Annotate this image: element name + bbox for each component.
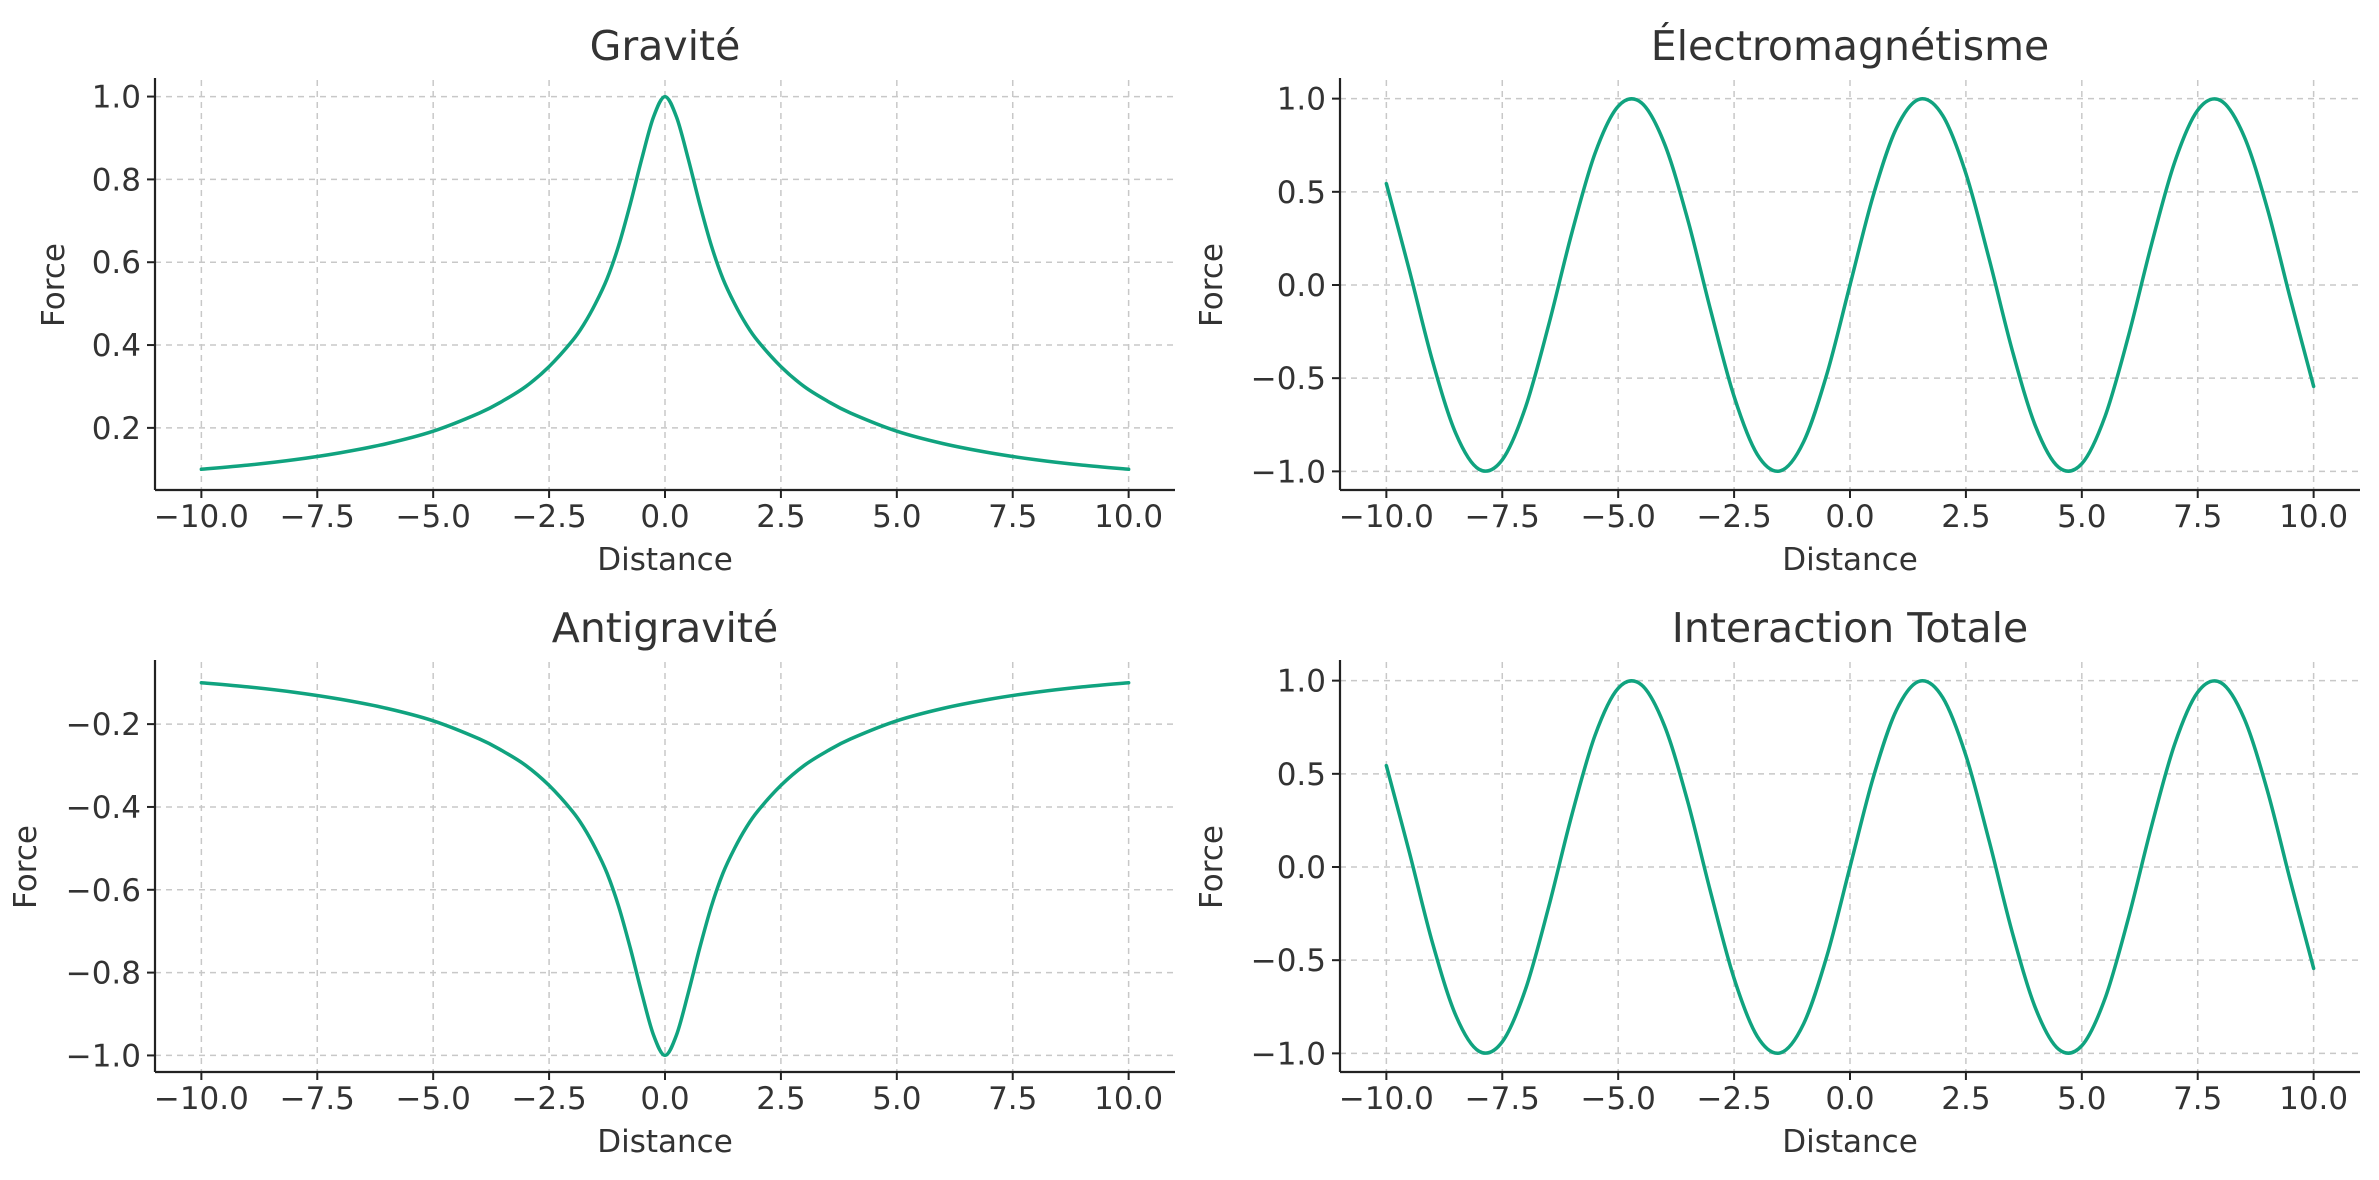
- y-axis-label: Force: [1194, 825, 1230, 909]
- x-tick-label: 5.0: [872, 499, 921, 535]
- x-tick-label: 0.0: [640, 499, 689, 535]
- x-tick-label: −2.5: [511, 499, 586, 535]
- x-tick-label: 5.0: [872, 1081, 921, 1117]
- y-tick-label: 0.6: [92, 245, 141, 281]
- series-line: [199, 680, 1131, 1058]
- x-tick-label: 5.0: [2057, 499, 2106, 535]
- y-tick-label: −0.5: [1251, 943, 1326, 979]
- y-axis-label: Force: [1194, 243, 1230, 327]
- x-tick-label: −10.0: [1339, 499, 1434, 535]
- x-tick-label: 10.0: [2279, 1081, 2348, 1117]
- grid-lines: [155, 80, 1175, 490]
- x-tick-label: −5.0: [396, 1081, 471, 1117]
- y-tick-label: 0.0: [1277, 268, 1326, 304]
- x-tick-label: −10.0: [154, 1081, 249, 1117]
- grid-lines: [155, 662, 1175, 1072]
- y-tick-label: 1.0: [1277, 664, 1326, 700]
- x-tick-label: −5.0: [1581, 499, 1656, 535]
- y-tick-label: −0.2: [66, 707, 141, 743]
- tick-marks: −10.0 −7.5 −5.0 −2.5 0.0 2.5 5.0 7.5 10.0 −1.0 −0.…: [1251, 82, 2348, 535]
- x-tick-label: −7.5: [280, 499, 355, 535]
- y-tick-label: −1.0: [1251, 454, 1326, 490]
- series-line: [1384, 97, 2316, 473]
- x-tick-label: −5.0: [396, 499, 471, 535]
- x-tick-label: 2.5: [1941, 499, 1990, 535]
- x-tick-label: −7.5: [1465, 499, 1540, 535]
- tick-marks: −10.0 −7.5 −5.0 −2.5 0.0 2.5 5.0 7.5 10.0 −1.0 −0.…: [66, 707, 1163, 1117]
- x-tick-label: −5.0: [1581, 1081, 1656, 1117]
- x-tick-label: 7.5: [2173, 1081, 2222, 1117]
- x-tick-label: 2.5: [1941, 1081, 1990, 1117]
- tick-marks: −10.0 −7.5 −5.0 −2.5 0.0 2.5 5.0 7.5 10.0 −1.0 −0.…: [1251, 664, 2348, 1117]
- chart-title: Interaction Totale: [1672, 604, 2028, 652]
- panel-gravite: −10.0 −7.5 −5.0 −2.5 0.0 2.5 5.0 7.5 10.0 0.2 0.4 0…: [36, 22, 1175, 578]
- y-tick-label: −0.8: [66, 956, 141, 992]
- panel-interaction-totale: −10.0 −7.5 −5.0 −2.5 0.0 2.5 5.0 7.5 10.0 −1.0 −0.…: [1194, 604, 2360, 1160]
- y-tick-label: −1.0: [66, 1038, 141, 1074]
- x-tick-label: 7.5: [2173, 499, 2222, 535]
- y-tick-label: −1.0: [1251, 1036, 1326, 1072]
- x-axis-label: Distance: [1782, 542, 1918, 578]
- y-tick-label: 0.5: [1277, 757, 1326, 793]
- x-tick-label: 7.5: [988, 1081, 1037, 1117]
- x-tick-label: 2.5: [756, 499, 805, 535]
- x-tick-label: 7.5: [988, 499, 1037, 535]
- series-line: [1384, 679, 2316, 1055]
- y-tick-label: 0.8: [92, 162, 141, 198]
- x-tick-label: 0.0: [640, 1081, 689, 1117]
- y-tick-label: 1.0: [92, 80, 141, 116]
- x-tick-label: −10.0: [154, 499, 249, 535]
- y-tick-label: 0.0: [1277, 850, 1326, 886]
- x-tick-label: 10.0: [1094, 499, 1163, 535]
- x-tick-label: −10.0: [1339, 1081, 1434, 1117]
- x-tick-label: −2.5: [511, 1081, 586, 1117]
- tick-marks: −10.0 −7.5 −5.0 −2.5 0.0 2.5 5.0 7.5 10.0 0.2 0.4 0…: [92, 80, 1163, 535]
- x-tick-label: 0.0: [1825, 1081, 1874, 1117]
- x-axis-label: Distance: [1782, 1124, 1918, 1160]
- x-tick-label: −2.5: [1696, 499, 1771, 535]
- x-tick-label: 10.0: [1094, 1081, 1163, 1117]
- x-tick-label: 10.0: [2279, 499, 2348, 535]
- y-tick-label: 0.2: [92, 411, 141, 447]
- y-tick-label: 0.5: [1277, 175, 1326, 211]
- x-tick-label: −7.5: [1465, 1081, 1540, 1117]
- y-tick-label: −0.5: [1251, 361, 1326, 397]
- y-tick-label: −0.4: [66, 790, 141, 826]
- chart-title: Gravité: [590, 22, 741, 70]
- x-axis-label: Distance: [597, 1124, 733, 1160]
- x-axis-label: Distance: [597, 542, 733, 578]
- x-tick-label: 5.0: [2057, 1081, 2106, 1117]
- y-axis-label: Force: [8, 825, 44, 909]
- y-tick-label: −0.6: [66, 873, 141, 909]
- chart-title: Électromagnétisme: [1651, 22, 2049, 70]
- x-tick-label: 2.5: [756, 1081, 805, 1117]
- grid-lines: [1340, 662, 2360, 1072]
- panel-electromagnetisme: −10.0 −7.5 −5.0 −2.5 0.0 2.5 5.0 7.5 10.0 −1.0 −0.…: [1194, 22, 2360, 578]
- x-tick-label: −2.5: [1696, 1081, 1771, 1117]
- x-tick-label: −7.5: [280, 1081, 355, 1117]
- y-axis-label: Force: [36, 243, 72, 327]
- chart-title: Antigravité: [552, 604, 778, 652]
- panel-antigravite: −10.0 −7.5 −5.0 −2.5 0.0 2.5 5.0 7.5 10.0 −1.0 −0.…: [8, 604, 1175, 1160]
- y-tick-label: 1.0: [1277, 82, 1326, 118]
- series-line: [199, 94, 1131, 472]
- y-tick-label: 0.4: [92, 328, 141, 364]
- x-tick-label: 0.0: [1825, 499, 1874, 535]
